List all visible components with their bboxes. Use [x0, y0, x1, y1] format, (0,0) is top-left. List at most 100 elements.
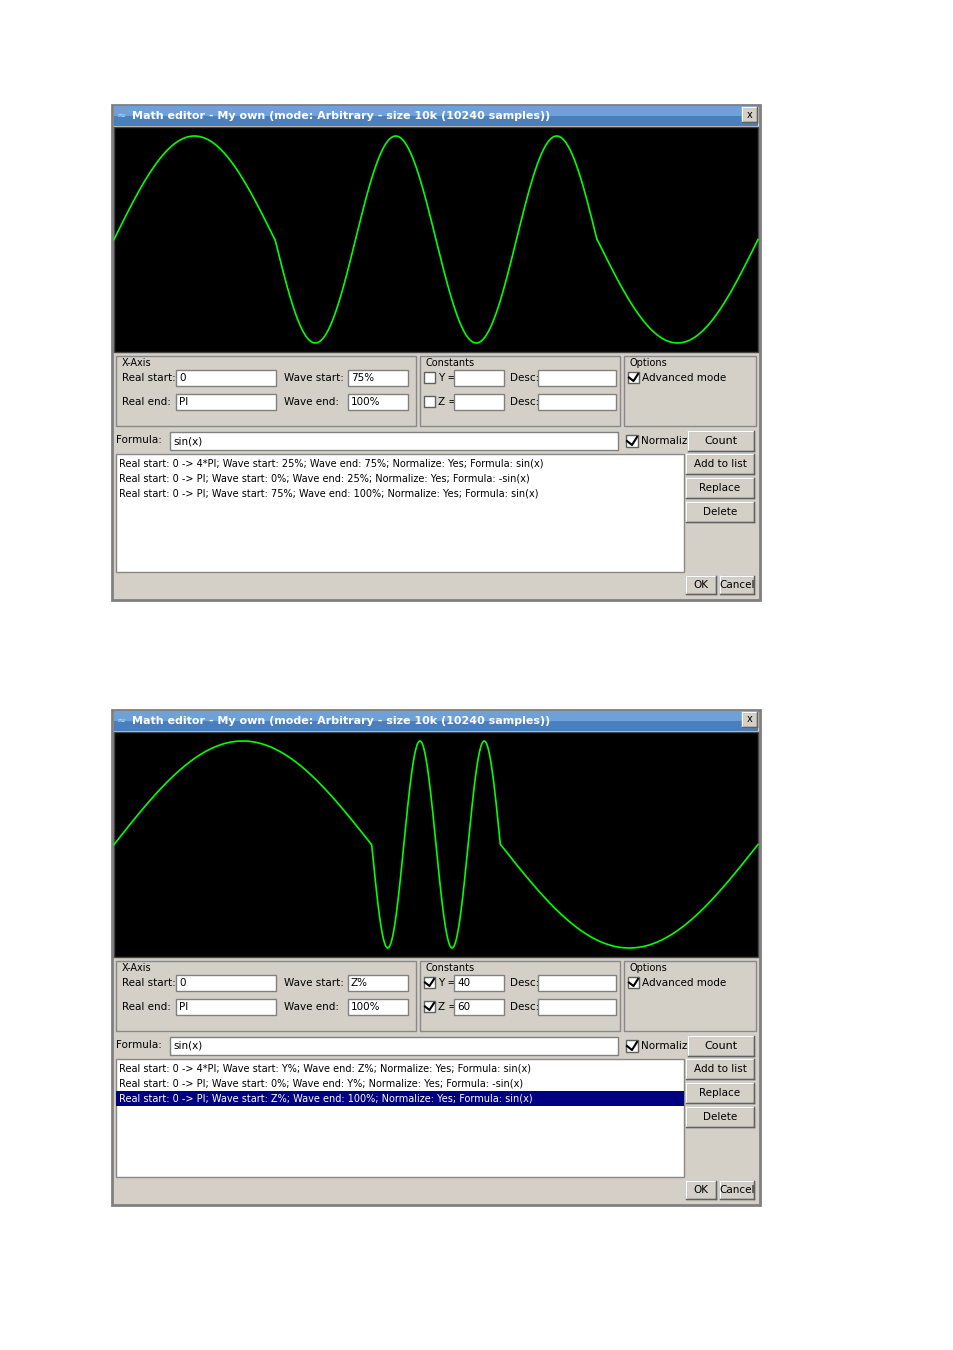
Text: Real start: 0 -> PI; Wave start: Z%; Wave end: 100%; Normalize: Yes; Formula: si: Real start: 0 -> PI; Wave start: Z%; Wav… [119, 1094, 532, 1103]
Text: PI: PI [179, 1002, 188, 1012]
Bar [685, 478, 753, 498]
Text: Replace: Replace [699, 1088, 740, 1098]
Bar [116, 356, 416, 427]
Text: Cancel: Cancel [719, 580, 754, 590]
Bar [720, 576, 753, 594]
Text: Delete: Delete [702, 508, 737, 517]
Bar [113, 732, 758, 957]
Text: Wave end:: Wave end: [284, 1002, 338, 1012]
Bar [625, 1040, 638, 1052]
Text: 60: 60 [456, 1002, 470, 1012]
Bar [454, 999, 503, 1015]
Bar [170, 432, 618, 450]
Text: Desc:: Desc: [510, 373, 538, 383]
Bar [685, 1083, 753, 1103]
Text: Formula:: Formula: [116, 1040, 162, 1050]
Bar [687, 1035, 753, 1056]
Bar [423, 977, 435, 988]
Bar [720, 1181, 753, 1199]
Bar [175, 999, 275, 1015]
Text: ≈: ≈ [117, 716, 126, 726]
Text: Delete: Delete [702, 1112, 737, 1122]
Text: OK: OK [693, 580, 708, 590]
Text: 100%: 100% [351, 397, 380, 406]
Text: Constants: Constants [426, 358, 475, 369]
Text: Wave end:: Wave end: [284, 397, 338, 406]
Bar [423, 396, 435, 406]
Text: Count: Count [703, 436, 737, 446]
Text: Options: Options [629, 963, 667, 973]
Text: x: x [746, 109, 752, 120]
Text: Real start:: Real start: [122, 977, 175, 988]
Text: Real start: 0 -> 4*PI; Wave start: Y%; Wave end: Z%; Normalize: Yes; Formula: si: Real start: 0 -> 4*PI; Wave start: Y%; W… [119, 1064, 531, 1073]
Bar [419, 961, 619, 1031]
Text: Real start: 0 -> PI; Wave start: 0%; Wave end: 25%; Normalize: Yes; Formula: -si: Real start: 0 -> PI; Wave start: 0%; Wav… [119, 474, 529, 483]
Bar [423, 373, 435, 383]
Text: Y =: Y = [437, 373, 456, 383]
Bar [454, 975, 503, 991]
Text: Normalize: Normalize [640, 1041, 693, 1052]
Text: 0: 0 [179, 373, 185, 383]
Bar [116, 1058, 683, 1177]
Text: Desc:: Desc: [510, 397, 538, 406]
Text: Real start:: Real start: [122, 373, 175, 383]
Text: Math editor - My own (mode: Arbitrary - size 10k (10240 samples)): Math editor - My own (mode: Arbitrary - … [132, 111, 550, 122]
Bar [537, 999, 616, 1015]
Text: Advanced mode: Advanced mode [641, 977, 725, 988]
Text: PI: PI [179, 397, 188, 406]
Bar [537, 370, 616, 386]
Text: Add to list: Add to list [693, 1064, 745, 1075]
Bar [116, 454, 683, 572]
Bar [623, 356, 755, 427]
Bar [112, 710, 760, 1206]
Bar [170, 1037, 618, 1054]
Text: Y =: Y = [437, 977, 456, 988]
Bar [348, 999, 408, 1015]
Text: ≈: ≈ [117, 111, 126, 122]
Bar [175, 975, 275, 991]
Bar [685, 1107, 753, 1127]
Bar [685, 576, 716, 594]
Text: Real end:: Real end: [122, 397, 171, 406]
Bar [741, 107, 757, 122]
Text: Formula:: Formula: [116, 435, 162, 446]
Bar [741, 711, 757, 728]
Bar [685, 502, 753, 522]
Text: OK: OK [693, 1185, 708, 1195]
Bar [627, 373, 639, 383]
Text: Z%: Z% [351, 977, 368, 988]
Text: 40: 40 [456, 977, 470, 988]
Text: Wave start:: Wave start: [284, 373, 343, 383]
Text: Desc:: Desc: [510, 977, 538, 988]
Bar [113, 711, 758, 730]
Bar [175, 394, 275, 410]
Bar [175, 370, 275, 386]
Text: Real end:: Real end: [122, 1002, 171, 1012]
Text: Advanced mode: Advanced mode [641, 373, 725, 383]
Bar [116, 1091, 683, 1106]
Text: Wave start:: Wave start: [284, 977, 343, 988]
Text: Real start: 0 -> PI; Wave start: 0%; Wave end: Y%; Normalize: Yes; Formula: -sin: Real start: 0 -> PI; Wave start: 0%; Wav… [119, 1079, 522, 1088]
Bar [687, 431, 753, 451]
Bar [423, 1000, 435, 1012]
Text: Real start: 0 -> PI; Wave start: 75%; Wave end: 100%; Normalize: Yes; Formula: s: Real start: 0 -> PI; Wave start: 75%; Wa… [119, 489, 537, 498]
Text: sin(x): sin(x) [172, 1041, 202, 1052]
Bar [113, 127, 758, 352]
Bar [113, 107, 758, 116]
Text: X-Axis: X-Axis [122, 963, 152, 973]
Text: X-Axis: X-Axis [122, 358, 152, 369]
Text: Desc:: Desc: [510, 1002, 538, 1012]
Text: 0: 0 [179, 977, 185, 988]
Bar [627, 977, 639, 988]
Bar [113, 711, 758, 721]
Bar [537, 975, 616, 991]
Bar [623, 961, 755, 1031]
Text: 100%: 100% [351, 1002, 380, 1012]
Bar [685, 454, 753, 474]
Text: Z =: Z = [437, 397, 456, 406]
Text: 75%: 75% [351, 373, 374, 383]
Text: sin(x): sin(x) [172, 436, 202, 446]
Text: Options: Options [629, 358, 667, 369]
Bar [348, 975, 408, 991]
Text: Replace: Replace [699, 483, 740, 493]
